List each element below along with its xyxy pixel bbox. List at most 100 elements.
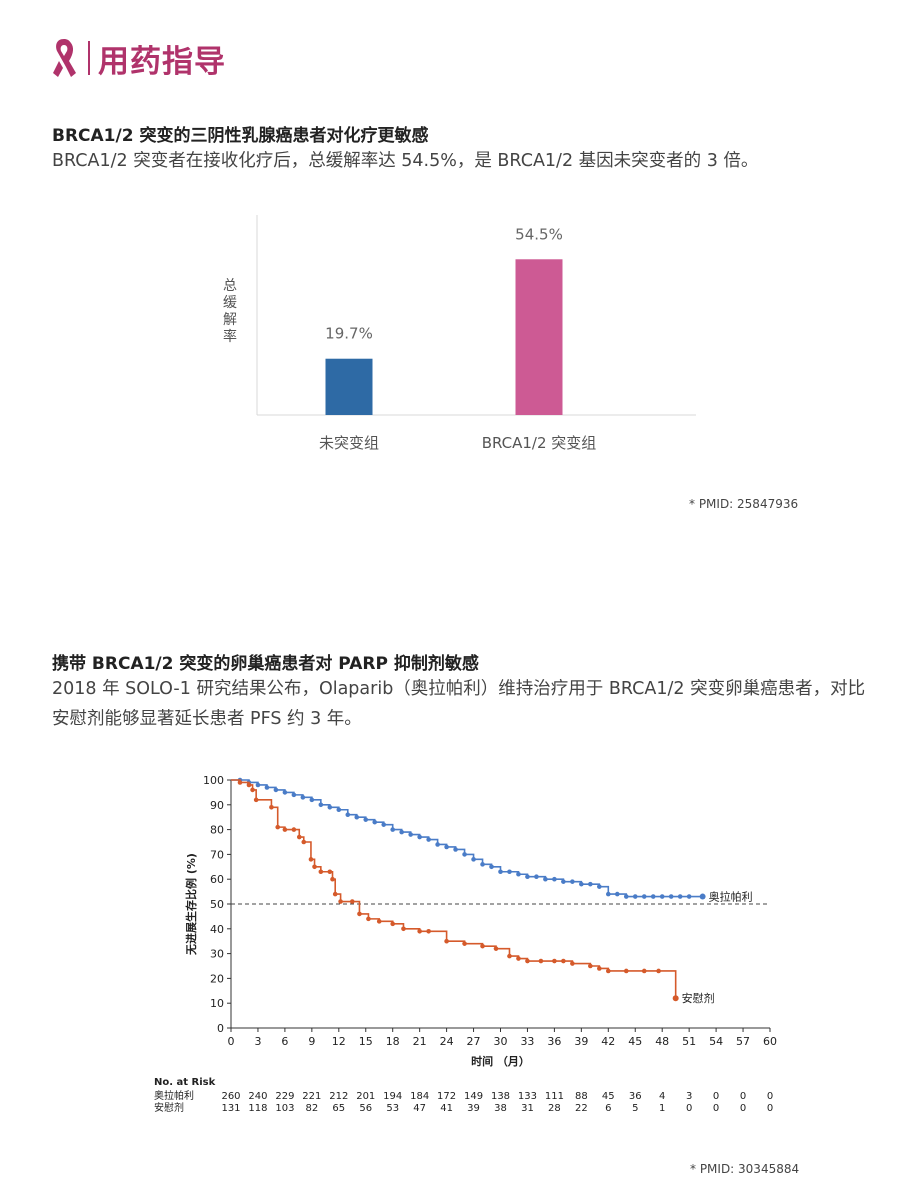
km-censor-mark: [264, 785, 270, 790]
km-series-line: [231, 779, 677, 999]
km-censor-mark: [650, 894, 656, 899]
km-censor-mark: [376, 919, 382, 924]
km-censor-mark: [426, 928, 431, 934]
at-risk-value: 1: [659, 1103, 665, 1114]
km-x-tick-label: 18: [386, 1035, 400, 1048]
km-censor-mark: [525, 874, 530, 880]
km-censor-mark: [291, 827, 297, 832]
at-risk-value: 82: [305, 1103, 318, 1114]
km-x-tick-label: 39: [574, 1035, 588, 1048]
km-x-tick-label: 42: [601, 1035, 615, 1048]
km-censor-mark: [659, 894, 665, 899]
km-x-tick-label: 6: [281, 1035, 288, 1048]
km-censor-mark: [543, 876, 548, 882]
at-risk-value: 201: [356, 1091, 375, 1102]
km-censor-mark: [516, 956, 521, 961]
at-risk-row-label: 安慰剂: [154, 1101, 184, 1114]
km-censor-mark: [312, 864, 317, 870]
km-censor-mark: [291, 792, 297, 798]
km-censor-mark: [435, 842, 440, 847]
km-censor-mark: [338, 899, 343, 904]
km-y-tick-label: 10: [210, 997, 224, 1010]
at-risk-value: 45: [602, 1091, 615, 1102]
at-risk-value: 133: [518, 1091, 537, 1102]
km-censor-mark: [282, 790, 288, 795]
km-y-tick-label: 40: [210, 923, 224, 936]
km-x-tick-label: 3: [254, 1035, 261, 1048]
km-censor-mark: [327, 869, 333, 875]
bar-y-label: 总缓解率: [223, 278, 237, 345]
km-censor-mark: [561, 879, 566, 884]
at-risk-value: 103: [275, 1103, 294, 1114]
at-risk-value: 240: [248, 1091, 267, 1102]
bar: [515, 259, 563, 415]
km-censor-mark: [444, 938, 449, 944]
km-censor-mark: [300, 795, 306, 800]
km-x-tick-label: 30: [494, 1035, 508, 1048]
km-censor-mark: [336, 807, 342, 813]
at-risk-value: 22: [575, 1103, 588, 1114]
km-censor-mark: [401, 926, 406, 932]
km-censor-mark: [444, 844, 449, 850]
km-x-tick-label: 9: [308, 1035, 315, 1048]
km-censor-mark: [237, 780, 243, 785]
km-censor-mark: [471, 857, 476, 862]
km-censor-mark: [390, 827, 396, 832]
km-censor-mark: [318, 869, 324, 875]
km-censor-mark: [372, 819, 378, 825]
at-risk-value: 138: [491, 1091, 510, 1102]
ribbon-icon: [53, 39, 76, 77]
km-censor-mark: [453, 847, 458, 852]
km-series-end-label: 安慰剂: [682, 991, 715, 1005]
at-risk-value: 4: [659, 1091, 665, 1102]
at-risk-title: No. at Risk: [154, 1077, 216, 1088]
at-risk-value: 0: [713, 1103, 719, 1114]
km-censor-mark: [480, 862, 485, 867]
km-y-tick-label: 90: [210, 799, 224, 812]
km-censor-mark: [332, 891, 338, 897]
at-risk-value: 131: [221, 1103, 240, 1114]
km-censor-mark: [301, 839, 307, 845]
at-risk-value: 194: [383, 1091, 402, 1102]
km-censor-mark: [588, 963, 593, 969]
at-risk-value: 56: [359, 1103, 372, 1114]
at-risk-value: 65: [332, 1103, 345, 1114]
km-y-tick-label: 20: [210, 972, 224, 985]
at-risk-value: 260: [221, 1091, 240, 1102]
km-censor-mark: [623, 894, 629, 899]
km-censor-mark: [381, 822, 387, 827]
km-y-tick-label: 0: [217, 1022, 224, 1035]
km-censor-mark: [668, 894, 674, 899]
km-censor-mark: [399, 829, 404, 835]
at-risk-value: 5: [632, 1103, 638, 1114]
km-censor-mark: [538, 958, 544, 964]
km-censor-mark: [597, 884, 602, 889]
at-risk-value: 229: [275, 1091, 294, 1102]
km-x-tick-label: 45: [628, 1035, 642, 1048]
km-y-tick-label: 60: [210, 873, 224, 886]
at-risk-value: 41: [440, 1103, 453, 1114]
at-risk-value: 39: [467, 1103, 480, 1114]
km-x-tick-label: 57: [736, 1035, 750, 1048]
km-censor-mark: [253, 797, 259, 803]
km-censor-mark: [507, 869, 512, 875]
bar-category-label: 未突变组: [319, 434, 379, 452]
at-risk-value: 111: [545, 1091, 564, 1102]
km-censor-mark: [318, 802, 324, 808]
at-risk-value: 28: [548, 1103, 561, 1114]
bar-chart: 总缓解率 19.7% 未突变组 54.5% BRCA1/2 突变组: [223, 215, 696, 452]
km-y-tick-label: 100: [203, 774, 224, 787]
km-censor-mark: [269, 804, 274, 810]
bar-value-label: 54.5%: [515, 225, 563, 243]
km-censor-mark: [597, 966, 602, 971]
km-censor-mark: [345, 812, 351, 818]
at-risk-value: 36: [629, 1091, 642, 1102]
km-x-tick-label: 60: [763, 1035, 777, 1048]
km-censor-mark: [614, 891, 620, 897]
km-censor-mark: [349, 899, 355, 904]
km-censor-mark: [632, 894, 638, 899]
km-censor-mark: [623, 968, 629, 974]
at-risk-value: 172: [437, 1091, 456, 1102]
km-censor-mark: [250, 787, 255, 793]
at-risk-value: 3: [686, 1091, 692, 1102]
